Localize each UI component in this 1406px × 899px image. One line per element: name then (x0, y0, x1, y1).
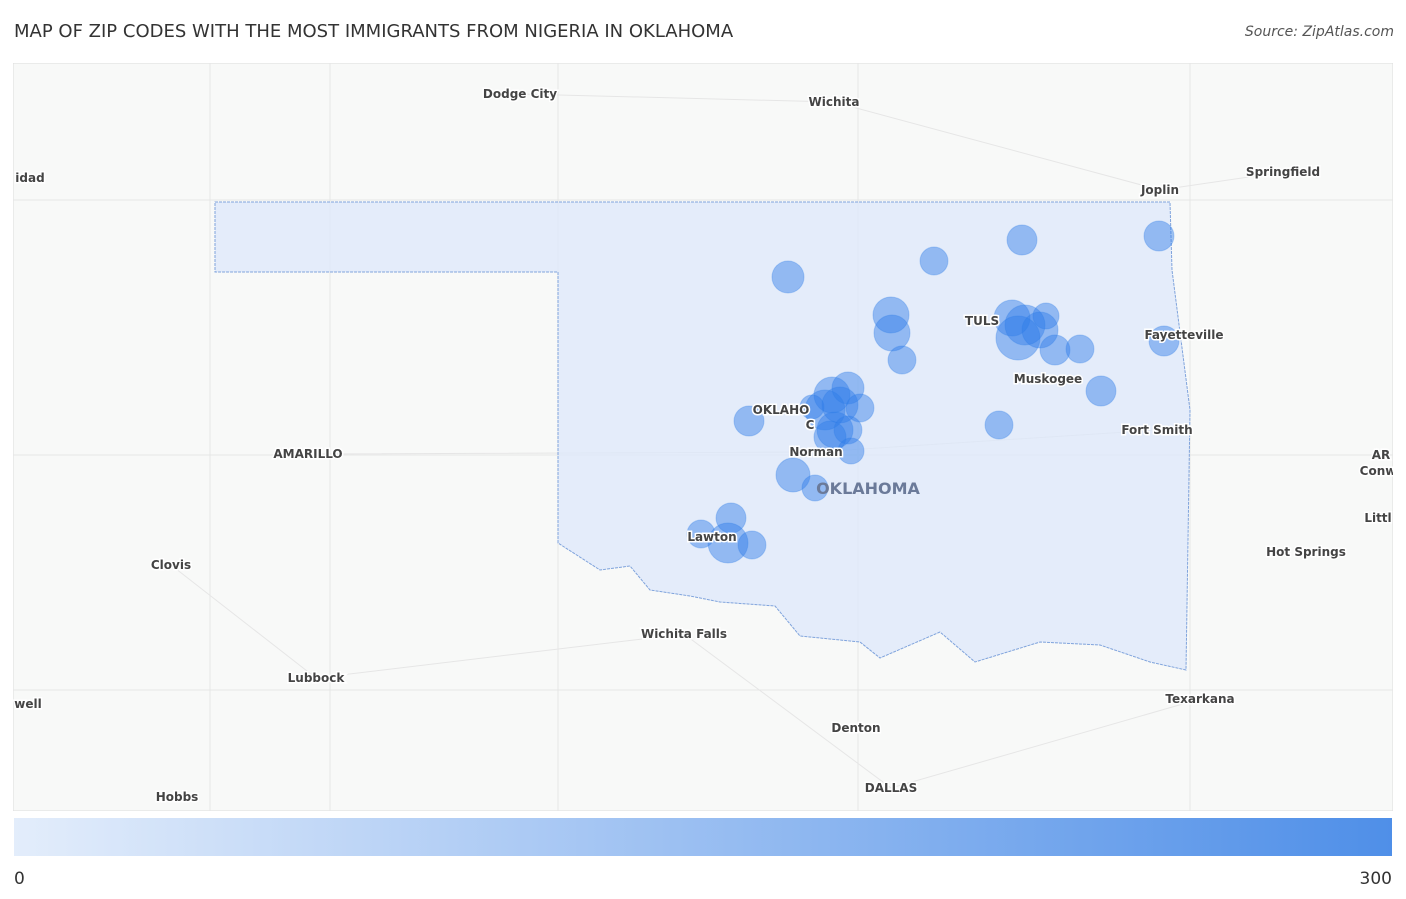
city-label: Fayetteville (1144, 328, 1223, 342)
city-label: Dodge City (483, 87, 557, 101)
city-label: OKLAHOMA (816, 479, 920, 498)
city-label: AR (1372, 448, 1391, 462)
zip-bubble (813, 420, 847, 454)
city-label: Wichita (809, 95, 860, 109)
zip-bubble (1039, 334, 1071, 366)
city-label: Wichita Falls (641, 627, 727, 641)
zip-bubble (737, 530, 767, 560)
zip-bubble (872, 296, 910, 334)
city-label: C (806, 418, 815, 432)
oklahoma-outline (214, 201, 1191, 671)
title: MAP OF ZIP CODES WITH THE MOST IMMIGRANT… (14, 21, 734, 42)
city-label: DALLAS (865, 781, 917, 795)
zip-bubble (686, 519, 716, 549)
zip-bubble (995, 315, 1041, 361)
city-label: Muskogee (1014, 372, 1082, 386)
zip-bubble (799, 394, 825, 420)
legend-bar (14, 818, 1392, 856)
zip-bubble (984, 410, 1014, 440)
zip-bubble (1085, 375, 1117, 407)
zip-bubble (1021, 311, 1059, 349)
map: Dodge City Wichita idad Springfield Joplin TU… (13, 63, 1397, 811)
zip-bubble (833, 415, 863, 445)
city-label: Denton (831, 721, 880, 735)
city-label: Conw (1360, 464, 1397, 478)
city-label: idad (15, 171, 44, 185)
zip-bubble (1006, 224, 1038, 256)
city-label: OKLAHO (753, 403, 810, 417)
zip-bubble (993, 299, 1031, 337)
zip-bubble (816, 411, 854, 449)
zip-bubble (1148, 325, 1180, 357)
source: Source: ZipAtlas.com (1245, 24, 1394, 40)
city-label: Lawton (687, 530, 736, 544)
city-label: Springfield (1246, 165, 1320, 179)
zip-bubble (775, 457, 811, 493)
zip-bubble (821, 386, 859, 424)
zip-bubble (801, 474, 829, 502)
zip-bubble (919, 246, 949, 276)
zip-bubble (733, 405, 765, 437)
city-label: Littl (1364, 511, 1391, 525)
zip-bubble (715, 502, 747, 534)
city-label: Texarkana (1165, 692, 1234, 706)
city-label: Clovis (151, 558, 191, 572)
city-label: Fort Smith (1121, 423, 1192, 437)
city-label: TULS (965, 314, 999, 328)
zip-bubble (1032, 302, 1060, 330)
zip-bubble (1065, 334, 1095, 364)
city-label: Lubbock (288, 671, 346, 685)
city-label: Hot Springs (1266, 545, 1346, 559)
zip-bubble (771, 260, 805, 294)
zip-bubble (873, 314, 911, 352)
zip-bubble (813, 376, 851, 414)
zip-bubble (831, 371, 865, 405)
legend-max: 300 (1360, 869, 1392, 889)
zip-bubble (707, 522, 749, 564)
city-label: well (14, 697, 41, 711)
zip-bubble (837, 437, 865, 465)
city-label: Joplin (1140, 183, 1179, 197)
city-label: Norman (789, 445, 842, 459)
legend-min: 0 (14, 869, 25, 889)
zip-bubble (1143, 220, 1175, 252)
zip-bubble (804, 389, 846, 431)
city-label: AMARILLO (273, 447, 342, 461)
city-label: Hobbs (156, 790, 199, 804)
zip-bubble (887, 345, 917, 375)
zip-bubble (845, 393, 875, 423)
zip-bubble (1004, 304, 1046, 346)
